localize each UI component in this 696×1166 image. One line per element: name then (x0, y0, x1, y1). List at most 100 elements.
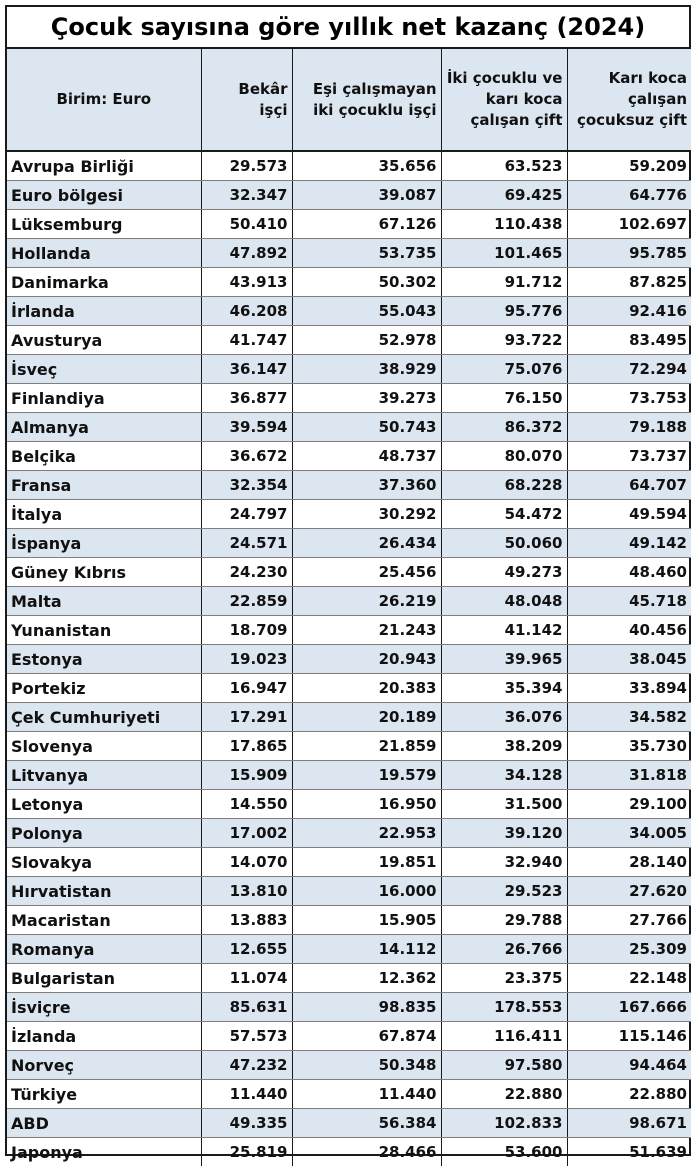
value-cell-two-earners-two-children: 53.600 (441, 1138, 567, 1166)
value-cell-two-earners-no-children: 95.785 (567, 239, 691, 268)
value-cell-single-worker: 29.573 (201, 151, 292, 181)
country-cell: İzlanda (7, 1022, 201, 1051)
value-cell-one-earner-two-children: 20.943 (292, 645, 441, 674)
value-cell-one-earner-two-children: 11.440 (292, 1080, 441, 1109)
country-cell: Hırvatistan (7, 877, 201, 906)
value-cell-one-earner-two-children: 21.243 (292, 616, 441, 645)
value-cell-one-earner-two-children: 50.302 (292, 268, 441, 297)
value-cell-two-earners-two-children: 41.142 (441, 616, 567, 645)
value-cell-one-earner-two-children: 28.466 (292, 1138, 441, 1166)
value-cell-two-earners-no-children: 64.776 (567, 181, 691, 210)
value-cell-single-worker: 32.354 (201, 471, 292, 500)
value-cell-two-earners-two-children: 22.880 (441, 1080, 567, 1109)
value-cell-single-worker: 11.074 (201, 964, 292, 993)
value-cell-two-earners-no-children: 64.707 (567, 471, 691, 500)
value-cell-one-earner-two-children: 56.384 (292, 1109, 441, 1138)
country-cell: Letonya (7, 790, 201, 819)
value-cell-two-earners-two-children: 34.128 (441, 761, 567, 790)
value-cell-one-earner-two-children: 39.087 (292, 181, 441, 210)
country-cell: Norveç (7, 1051, 201, 1080)
value-cell-single-worker: 17.002 (201, 819, 292, 848)
value-cell-two-earners-two-children: 32.940 (441, 848, 567, 877)
value-cell-two-earners-no-children: 73.737 (567, 442, 691, 471)
value-cell-one-earner-two-children: 50.743 (292, 413, 441, 442)
value-cell-two-earners-no-children: 72.294 (567, 355, 691, 384)
value-cell-one-earner-two-children: 12.362 (292, 964, 441, 993)
value-cell-two-earners-no-children: 59.209 (567, 151, 691, 181)
value-cell-single-worker: 41.747 (201, 326, 292, 355)
value-cell-two-earners-two-children: 102.833 (441, 1109, 567, 1138)
value-cell-two-earners-no-children: 49.594 (567, 500, 691, 529)
value-cell-two-earners-two-children: 110.438 (441, 210, 567, 239)
value-cell-two-earners-two-children: 36.076 (441, 703, 567, 732)
value-cell-two-earners-two-children: 80.070 (441, 442, 567, 471)
value-cell-two-earners-two-children: 116.411 (441, 1022, 567, 1051)
value-cell-one-earner-two-children: 53.735 (292, 239, 441, 268)
value-cell-two-earners-no-children: 167.666 (567, 993, 691, 1022)
value-cell-two-earners-no-children: 87.825 (567, 268, 691, 297)
country-cell: Slovenya (7, 732, 201, 761)
value-cell-single-worker: 13.883 (201, 906, 292, 935)
value-cell-two-earners-no-children: 92.416 (567, 297, 691, 326)
country-cell: İrlanda (7, 297, 201, 326)
value-cell-two-earners-two-children: 31.500 (441, 790, 567, 819)
value-cell-single-worker: 43.913 (201, 268, 292, 297)
value-cell-two-earners-two-children: 29.788 (441, 906, 567, 935)
value-cell-two-earners-no-children: 25.309 (567, 935, 691, 964)
value-cell-two-earners-no-children: 29.100 (567, 790, 691, 819)
value-cell-two-earners-no-children: 28.140 (567, 848, 691, 877)
country-cell: Romanya (7, 935, 201, 964)
value-cell-one-earner-two-children: 37.360 (292, 471, 441, 500)
value-cell-one-earner-two-children: 35.656 (292, 151, 441, 181)
country-cell: Avrupa Birliği (7, 151, 201, 181)
value-cell-single-worker: 36.147 (201, 355, 292, 384)
header-unit: Birim: Euro (7, 49, 201, 151)
value-cell-one-earner-two-children: 30.292 (292, 500, 441, 529)
value-cell-two-earners-two-children: 23.375 (441, 964, 567, 993)
country-cell: Japonya (7, 1138, 201, 1166)
value-cell-single-worker: 47.232 (201, 1051, 292, 1080)
value-cell-single-worker: 24.571 (201, 529, 292, 558)
value-cell-two-earners-two-children: 93.722 (441, 326, 567, 355)
value-cell-two-earners-two-children: 26.766 (441, 935, 567, 964)
value-cell-single-worker: 25.819 (201, 1138, 292, 1166)
value-cell-one-earner-two-children: 25.456 (292, 558, 441, 587)
value-cell-two-earners-no-children: 22.880 (567, 1080, 691, 1109)
value-cell-two-earners-no-children: 83.495 (567, 326, 691, 355)
header-two-earners-two-children: İki çocuklu ve karı koca çalışan çift (441, 49, 567, 151)
value-cell-one-earner-two-children: 15.905 (292, 906, 441, 935)
value-cell-single-worker: 14.070 (201, 848, 292, 877)
value-cell-single-worker: 16.947 (201, 674, 292, 703)
value-cell-one-earner-two-children: 20.189 (292, 703, 441, 732)
country-cell: Güney Kıbrıs (7, 558, 201, 587)
value-cell-two-earners-no-children: 34.005 (567, 819, 691, 848)
value-cell-single-worker: 47.892 (201, 239, 292, 268)
value-cell-two-earners-two-children: 63.523 (441, 151, 567, 181)
value-cell-two-earners-two-children: 49.273 (441, 558, 567, 587)
value-cell-single-worker: 19.023 (201, 645, 292, 674)
country-cell: İtalya (7, 500, 201, 529)
value-cell-one-earner-two-children: 52.978 (292, 326, 441, 355)
value-cell-single-worker: 24.797 (201, 500, 292, 529)
country-cell: Polonya (7, 819, 201, 848)
